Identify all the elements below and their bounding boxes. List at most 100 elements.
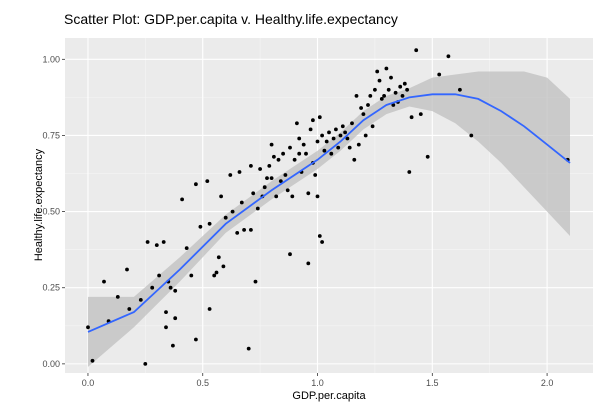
data-point	[393, 90, 398, 95]
data-point	[221, 264, 226, 269]
data-point	[331, 136, 336, 141]
data-point	[223, 215, 228, 220]
data-point	[391, 103, 396, 107]
data-point	[334, 127, 338, 132]
data-point	[272, 154, 276, 159]
data-point	[214, 270, 219, 275]
data-point	[418, 112, 423, 116]
data-point	[237, 170, 242, 174]
data-point	[290, 194, 295, 199]
x-tick-label: 0.0	[82, 378, 95, 388]
data-point	[320, 133, 324, 138]
data-point	[386, 87, 391, 92]
x-axis-ticks: 0.0 0.5 1.0 1.5 2.0	[82, 373, 554, 388]
data-point	[219, 194, 224, 199]
data-point	[150, 285, 155, 290]
data-point	[278, 179, 283, 184]
data-point	[127, 307, 132, 311]
data-point	[288, 252, 292, 257]
data-point	[373, 87, 377, 92]
data-point	[288, 145, 292, 150]
data-point	[274, 194, 279, 199]
x-axis-title: GDP.per.capita	[292, 390, 366, 402]
data-point	[281, 151, 285, 156]
data-point	[198, 224, 203, 229]
data-point	[458, 87, 462, 92]
data-point	[340, 124, 345, 129]
y-tick-label: 1.00	[42, 54, 60, 64]
data-point	[317, 115, 322, 120]
data-point	[375, 69, 380, 74]
data-point	[315, 139, 320, 144]
data-point	[253, 279, 258, 284]
data-point	[292, 157, 297, 162]
data-point	[437, 72, 442, 77]
data-point	[262, 185, 267, 190]
data-point	[265, 176, 269, 181]
x-tick-label: 1.0	[311, 378, 324, 388]
data-point	[207, 221, 212, 226]
data-point	[216, 255, 221, 260]
data-point	[345, 136, 350, 141]
data-point	[354, 94, 359, 98]
data-point	[306, 261, 311, 266]
data-point	[157, 273, 162, 278]
data-point	[173, 288, 178, 293]
data-point	[336, 145, 341, 150]
data-point	[194, 337, 198, 342]
smooth-line	[87, 93, 571, 333]
data-point	[405, 87, 409, 92]
x-tick-label: 1.5	[426, 378, 439, 388]
data-point	[304, 151, 308, 156]
data-point	[329, 151, 334, 156]
data-point	[194, 182, 198, 187]
data-point	[267, 164, 272, 168]
data-point	[409, 115, 414, 120]
data-point	[400, 94, 405, 98]
data-point	[161, 240, 166, 244]
data-point	[361, 112, 366, 116]
x-tick-label: 2.0	[541, 378, 554, 388]
data-point	[398, 84, 403, 89]
data-point	[249, 164, 253, 168]
data-point	[228, 173, 233, 177]
data-point	[308, 127, 313, 132]
data-point	[324, 139, 329, 144]
x-tick-label: 0.5	[196, 378, 209, 388]
data-point	[359, 106, 363, 110]
data-point	[255, 206, 260, 211]
data-point	[154, 243, 159, 248]
data-point	[297, 136, 302, 141]
data-point	[102, 279, 106, 284]
y-tick-label: 0.25	[42, 283, 60, 293]
data-point	[382, 94, 386, 98]
data-point	[143, 362, 148, 366]
y-axis-title: Healthy.life.expectancy	[33, 148, 45, 261]
data-point	[306, 191, 311, 196]
data-point	[269, 176, 274, 181]
data-point	[469, 133, 474, 138]
data-point	[230, 209, 235, 214]
grid-major	[65, 38, 593, 373]
data-point	[301, 142, 306, 147]
data-point	[235, 231, 240, 235]
data-point	[366, 103, 370, 107]
data-point	[322, 148, 327, 153]
y-tick-label: 0.50	[42, 207, 60, 217]
data-point	[246, 346, 251, 351]
data-point	[311, 118, 315, 123]
confidence-band	[88, 71, 570, 367]
data-points	[86, 48, 570, 366]
data-point	[164, 310, 168, 314]
data-point	[425, 154, 430, 159]
data-point	[327, 130, 331, 135]
data-point	[168, 285, 173, 290]
data-point	[414, 48, 419, 53]
data-point	[295, 121, 299, 126]
data-point	[356, 142, 361, 147]
y-tick-label: 0.00	[42, 359, 60, 369]
data-point	[164, 325, 168, 330]
data-point	[125, 267, 129, 272]
data-point	[207, 307, 212, 311]
